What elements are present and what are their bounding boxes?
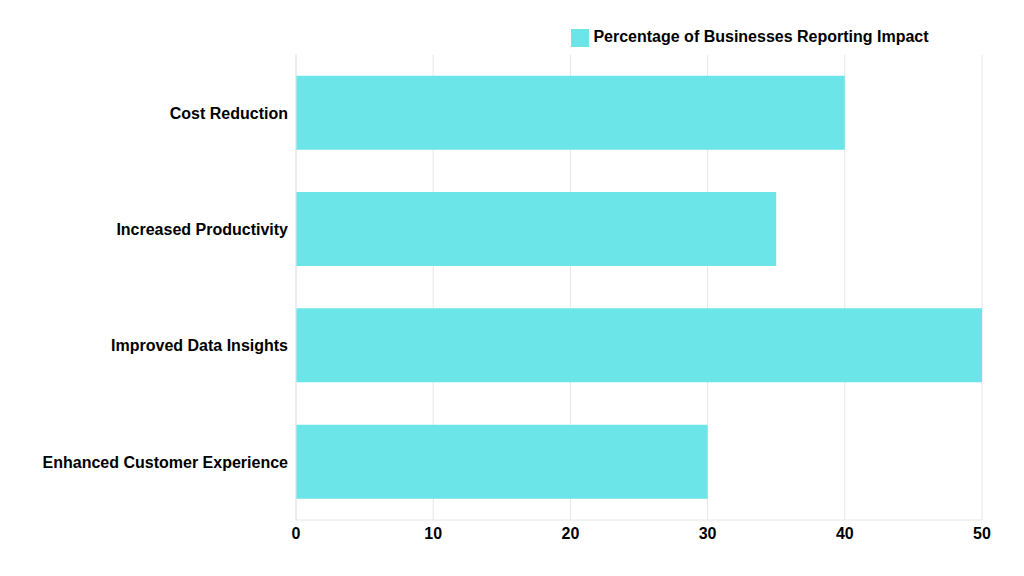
svg-text:50: 50 bbox=[973, 525, 991, 542]
svg-text:Enhanced Customer Experience: Enhanced Customer Experience bbox=[43, 454, 289, 471]
svg-text:0: 0 bbox=[292, 525, 301, 542]
svg-text:Increased Productivity: Increased Productivity bbox=[116, 221, 288, 238]
svg-text:30: 30 bbox=[699, 525, 717, 542]
svg-text:20: 20 bbox=[562, 525, 580, 542]
svg-text:40: 40 bbox=[836, 525, 854, 542]
svg-text:Cost Reduction: Cost Reduction bbox=[170, 105, 288, 122]
svg-text:Improved Data Insights: Improved Data Insights bbox=[111, 337, 288, 354]
svg-text:10: 10 bbox=[424, 525, 442, 542]
html-text:Percentage of Businesses Repor: Percentage of Businesses Reporting Impac… bbox=[593, 28, 929, 45]
